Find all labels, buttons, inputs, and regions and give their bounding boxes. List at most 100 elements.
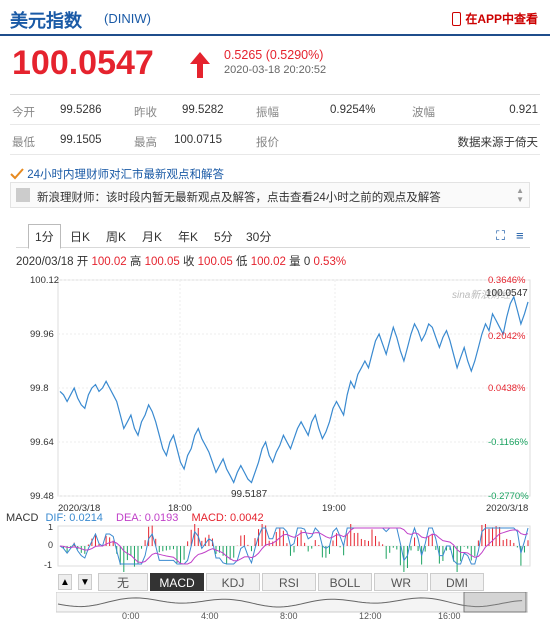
stat-label: 昨收 [134, 107, 157, 119]
y-tick-pct-label: -0.1166% [488, 437, 529, 448]
tab-5min[interactable]: 5分 [214, 230, 233, 244]
menu-icon[interactable]: ≡ [516, 228, 524, 243]
stat-value: 99.5286 [60, 104, 102, 116]
overview-window[interactable] [463, 592, 527, 613]
ohlc-pct: 0.53% [313, 256, 347, 268]
header-bar: 美元指数 (DINIW) 在APP中查看 [0, 0, 550, 36]
stats-row: 最低 99.1505 最高 100.0715 报价 数据来源于倚天 [10, 125, 540, 155]
x-tick-label: 2020/3/18 [486, 503, 528, 512]
stats-table: 今开 99.5286 昨收 99.5282 振幅 0.9254% 波幅 0.92… [10, 94, 540, 155]
tab-monthly[interactable]: 月K [142, 230, 163, 244]
y-tick-label: 99.8 [30, 383, 49, 394]
up-arrow-icon [190, 52, 210, 78]
tab-weekly[interactable]: 周K [106, 230, 127, 244]
stat-label: 今开 [12, 107, 35, 119]
indicator-dmi[interactable]: DMI [430, 573, 484, 591]
stat-label: 报价 [256, 137, 279, 149]
tab-30min[interactable]: 30分 [246, 230, 272, 244]
stat-value: 99.1505 [60, 134, 102, 146]
tab-1min[interactable]: 1分 [28, 224, 61, 249]
stat-value: 0.921 [509, 104, 538, 116]
x-tick-label: 19:00 [322, 503, 346, 512]
dif-line [59, 526, 529, 565]
stat-label: 振幅 [256, 107, 279, 119]
ohlc-summary: 2020/03/18 开 100.02 高 100.05 收 100.05 低 … [16, 253, 346, 269]
tab-yearly[interactable]: 年K [178, 230, 199, 244]
ohlc-volume-label: 量 [289, 256, 301, 268]
min-price-label: 99.5187 [231, 489, 268, 500]
y-tick-pct-label: -0.2770% [488, 491, 529, 502]
scroll-left-button[interactable]: ▲ [58, 574, 72, 590]
ohlc-low: 100.02 [250, 256, 286, 268]
macd-value: MACD: 0.0042 [191, 512, 264, 524]
macd-ytick: 1 [48, 524, 53, 532]
news-item[interactable]: 新浪理财师：该时段内暂无最新观点及解答，点击查看24小时之前的观点及解答 ▲ ▼ [10, 182, 530, 208]
phone-icon [452, 11, 462, 26]
dea-line [59, 527, 529, 565]
ohlc-open: 100.02 [91, 256, 127, 268]
indicator-kdj[interactable]: KDJ [206, 573, 260, 591]
stat-label: 最低 [12, 137, 35, 149]
macd-ytick: -1 [44, 560, 52, 570]
quote-time: 2020-03-18 20:20:52 [224, 64, 327, 76]
scroll-arrows-icon[interactable]: ▲ ▼ [516, 186, 524, 204]
indicator-wr[interactable]: WR [374, 573, 428, 591]
x-tick-label: 2020/3/18 [58, 503, 100, 512]
stat-label: 最高 [134, 137, 157, 149]
stat-label: 波幅 [412, 107, 435, 119]
ohlc-high-label: 高 [129, 256, 142, 268]
indicator-rsi[interactable]: RSI [262, 573, 316, 591]
stat-value: 0.9254% [330, 104, 376, 116]
indicator-macd[interactable]: MACD [150, 573, 204, 591]
ohlc-open-label: 开 [76, 256, 89, 268]
macd-ytick: 0 [48, 540, 53, 550]
macd-dea: DEA: 0.0193 [116, 512, 179, 524]
open-in-app-label: 在APP中查看 [465, 12, 538, 26]
ohlc-volume: 0 [303, 256, 311, 268]
news-header[interactable]: 24小时内理财师对汇市最新观点和解答 [10, 166, 540, 182]
period-tabs: 1分 日K 周K 月K 年K 5分 30分 ⛶ ≡ [16, 224, 530, 249]
macd-legend: MACD DIF: 0.0214 DEA: 0.0193 MACD: 0.004… [6, 512, 264, 524]
tab-daily[interactable]: 日K [70, 230, 91, 244]
indicator-boll[interactable]: BOLL [318, 573, 372, 591]
checkmark-icon [10, 168, 24, 180]
stat-value: 99.5282 [182, 104, 224, 116]
overview-tick-label: 0:00 [122, 611, 140, 620]
y-tick-label: 99.48 [30, 491, 54, 502]
overview-tick-label: 8:00 [280, 611, 298, 620]
macd-dif: DIF: 0.0214 [45, 512, 103, 524]
news-title: 24小时内理财师对汇市最新观点和解答 [27, 169, 224, 181]
ohlc-low-label: 低 [236, 256, 248, 268]
price-line [59, 295, 529, 485]
overview-tick-label: 4:00 [201, 611, 219, 620]
x-tick-label: 18:00 [168, 503, 192, 512]
stats-row: 今开 99.5286 昨收 99.5282 振幅 0.9254% 波幅 0.92… [10, 95, 540, 125]
price-change: 0.5265 (0.5290%) [224, 48, 324, 62]
current-price: 100.0547 [12, 44, 154, 82]
indicator-bar: 无 MACD KDJ RSI BOLL WR DMI [56, 573, 526, 591]
ohlc-close: 100.05 [197, 256, 233, 268]
page-title: 美元指数 [10, 11, 82, 31]
stat-value: 100.0715 [174, 134, 222, 146]
ohlc-date: 2020/03/18 [16, 256, 74, 268]
macd-title: MACD [6, 512, 39, 524]
symbol-code: (DINIW) [104, 11, 151, 26]
y-tick-label: 99.64 [30, 437, 54, 448]
news-text: 新浪理财师：该时段内暂无最新观点及解答，点击查看24小时之前的观点及解答 [37, 192, 441, 204]
last-price-label: 100.0547 [486, 288, 528, 299]
y-tick-pct-label: 0.0438% [488, 383, 526, 394]
overview-tick-label: 12:00 [359, 611, 382, 620]
y-tick-label: 99.96 [30, 329, 54, 340]
y-tick-pct-label: 0.3646% [488, 275, 526, 286]
macd-chart: 1 0 -1 [44, 524, 531, 572]
ohlc-high: 100.05 [144, 256, 180, 268]
price-chart[interactable]: sina新浪财经 100.12 99.96 99.8 99.64 99.48 0.364… [0, 268, 550, 512]
data-source: 数据来源于倚天 [457, 137, 539, 149]
indicator-none[interactable]: 无 [98, 573, 148, 591]
ohlc-close-label: 收 [182, 256, 195, 268]
open-in-app-link[interactable]: 在APP中查看 [452, 10, 538, 27]
scroll-right-button[interactable]: ▼ [78, 574, 92, 590]
overview-tick-label: 16:00 [438, 611, 461, 620]
timeline-overview[interactable]: 0:00 4:00 8:00 12:00 16:00 [56, 592, 528, 620]
fullscreen-icon[interactable]: ⛶ [496, 228, 506, 243]
